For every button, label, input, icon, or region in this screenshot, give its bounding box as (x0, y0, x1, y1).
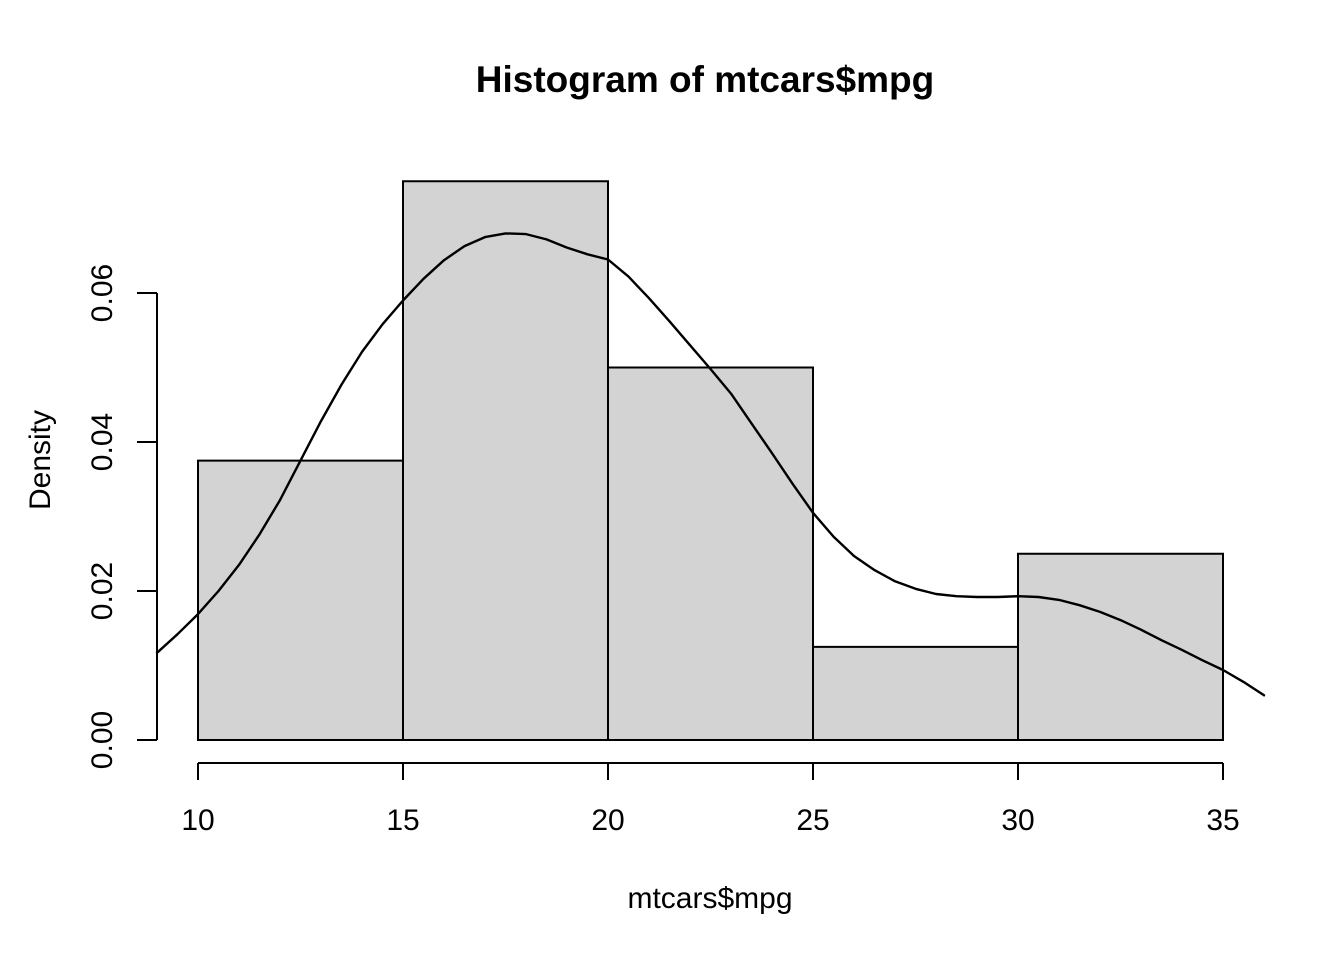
y-tick-label: 0.02 (86, 562, 119, 620)
x-tick-label: 20 (591, 804, 624, 837)
plot-title: Histogram of mtcars$mpg (476, 59, 935, 100)
density-curve (155, 232, 1266, 697)
histogram-bar-30-35 (1017, 552, 1224, 741)
x-axis: 10 15 20 25 30 35 (181, 762, 1240, 837)
x-tick-label: 35 (1206, 804, 1239, 837)
x-axis-label: mtcars$mpg (627, 882, 792, 915)
histogram-bar-15-20 (402, 180, 609, 741)
x-tick-label: 10 (181, 804, 214, 837)
histogram-bars (197, 180, 1224, 741)
x-tick-label: 30 (1001, 804, 1034, 837)
histogram-bar-10-15 (197, 459, 404, 741)
histogram-bar-25-30 (812, 645, 1019, 741)
y-tick-label: 0.04 (86, 413, 119, 471)
y-axis: 0.00 0.02 0.04 0.06 (86, 264, 158, 769)
x-tick-label: 25 (796, 804, 829, 837)
y-tick-label: 0.06 (86, 264, 119, 322)
y-tick-label: 0.00 (86, 711, 119, 769)
histogram-bar-20-25 (607, 366, 814, 741)
y-axis-label: Density (24, 410, 57, 510)
x-tick-label: 15 (386, 804, 419, 837)
